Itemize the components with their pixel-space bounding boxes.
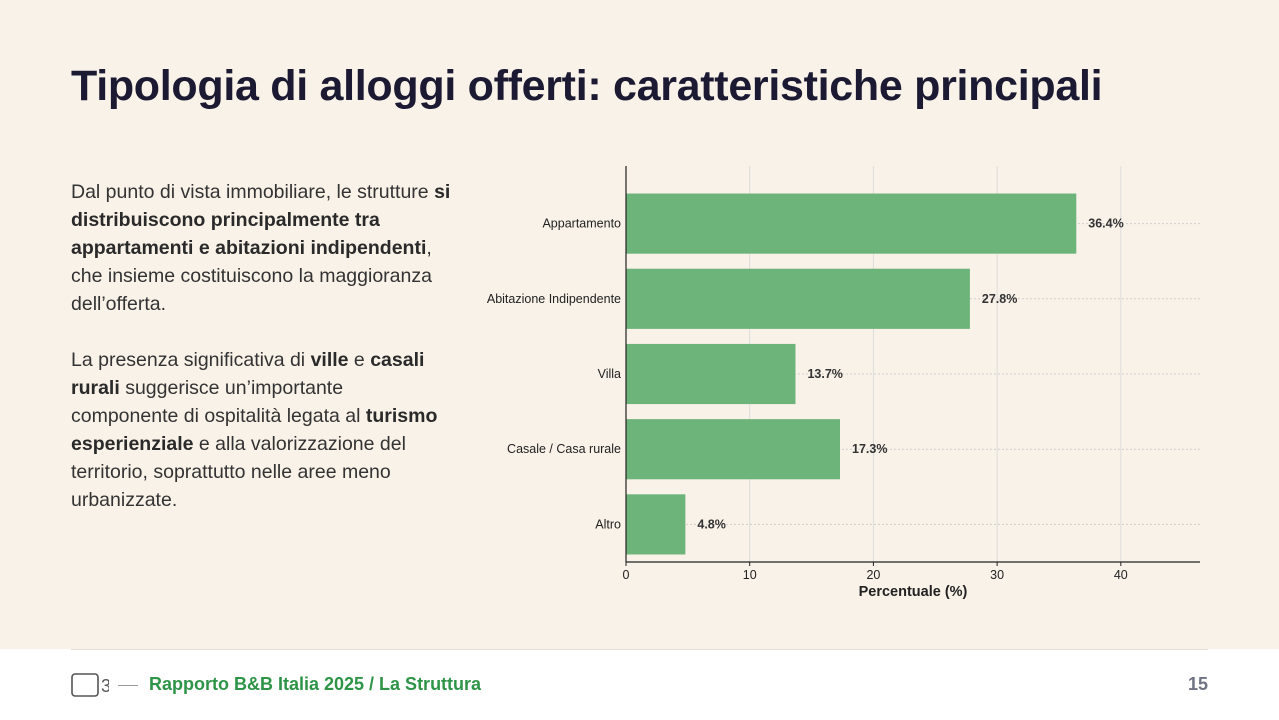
bar-0 (626, 193, 1077, 254)
bar-3 (626, 419, 841, 480)
value-label-1: 27.8% (982, 292, 1017, 306)
category-label-4: Altro (595, 517, 621, 531)
bar-4 (626, 494, 686, 555)
report-logo-icon: 3 (71, 673, 109, 697)
value-label-2: 13.7% (807, 367, 842, 381)
x-tick-label-0: 0 (623, 568, 630, 582)
paragraph-1: Dal punto di vista immobiliare, le strut… (71, 181, 451, 315)
x-tick-label-1: 10 (743, 568, 757, 582)
category-label-0: Appartamento (542, 217, 621, 231)
bar-2 (626, 343, 796, 405)
bar-1 (626, 268, 970, 329)
page-number: 15 (1187, 674, 1208, 694)
value-label-0: 36.4% (1088, 217, 1123, 231)
svg-text:3: 3 (101, 676, 109, 696)
footer-label: Rapporto B&B Italia 2025 / La Struttura (149, 674, 482, 694)
x-axis-title: Percentuale (%) (859, 584, 968, 600)
footer-divider (71, 649, 1208, 650)
value-label-3: 17.3% (852, 442, 887, 456)
description-text: Dal punto di vista immobiliare, le strut… (71, 178, 451, 514)
category-label-3: Casale / Casa rurale (507, 442, 621, 456)
x-tick-label-4: 40 (1114, 568, 1128, 582)
slide-title: Tipologia di alloggi offerti: caratteris… (71, 62, 1103, 110)
x-tick-label-2: 20 (866, 568, 880, 582)
footer: 3 Rapporto B&B Italia 2025 / La Struttur… (0, 649, 1279, 720)
bar-chart: Appartamento 36.4% Abitazione Indipendente… (487, 166, 1200, 600)
category-label-2: Villa (598, 367, 621, 381)
category-label-1: Abitazione Indipendente (487, 292, 621, 306)
paragraph-2: La presenza significativa di ville e cas… (71, 349, 438, 511)
value-label-4: 4.8% (697, 517, 726, 531)
footer-dash (118, 685, 138, 686)
x-tick-label-3: 30 (990, 568, 1004, 582)
